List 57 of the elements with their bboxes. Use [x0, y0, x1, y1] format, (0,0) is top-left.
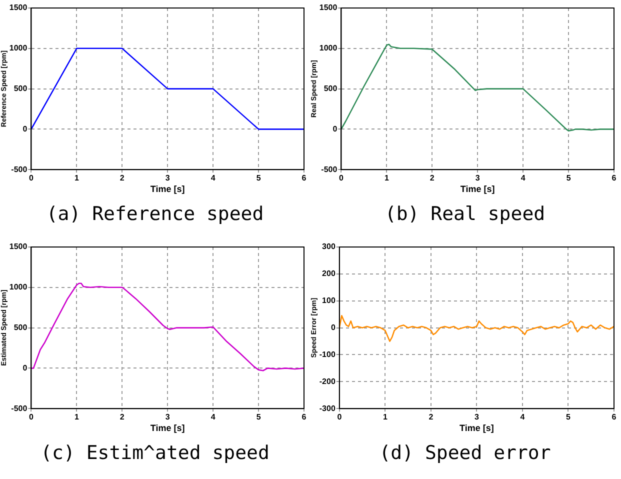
x-tick-label: 0: [28, 174, 34, 183]
x-tick-label: 6: [612, 174, 617, 183]
text: (a) Reference speed: [45, 203, 265, 225]
text: (c) Estim^ated speed: [40, 442, 270, 464]
x-tick-label: 2: [430, 174, 435, 183]
y-tick-label: 0: [332, 124, 338, 134]
y-tick-label: 1000: [9, 282, 28, 292]
x-tick-label: 5: [256, 174, 262, 183]
x-axis-title: Time [s]: [150, 423, 185, 434]
x-tick-label: 1: [74, 174, 80, 183]
y-tick-label: -100: [319, 350, 336, 359]
x-axis-title: Time [s]: [150, 184, 185, 194]
y-tick-label: -300: [319, 404, 336, 413]
x-tick-label: 6: [612, 412, 617, 422]
y-tick-label: 1500: [9, 242, 28, 252]
x-tick-label: 3: [165, 174, 170, 183]
x-tick-label: 3: [475, 174, 480, 183]
y-tick-label: -500: [321, 164, 338, 174]
x-tick-label: 2: [120, 412, 125, 422]
x-tick-label: 6: [302, 174, 307, 183]
x-tick-label: 5: [566, 174, 572, 183]
x-tick-label: 2: [120, 174, 125, 183]
x-axis-title: Time [s]: [460, 184, 495, 194]
x-tick-label: 0: [28, 412, 34, 422]
y-tick-label: 1500: [319, 3, 338, 12]
y-tick-label: 500: [14, 84, 28, 94]
y-tick-label: -200: [319, 376, 336, 386]
x-tick-label: 6: [302, 412, 307, 422]
x-tick-label: 4: [210, 174, 216, 183]
x-tick-label: 3: [474, 412, 480, 422]
y-tick-label: 0: [330, 323, 336, 332]
y-tick-label: 0: [22, 124, 28, 134]
y-tick-label: 1000: [9, 44, 28, 53]
y-tick-label: 500: [324, 84, 338, 94]
x-tick-label: 2: [428, 412, 434, 422]
y-tick-label: 300: [322, 242, 336, 252]
x-tick-label: 4: [520, 412, 526, 422]
x-tick-label: 1: [384, 174, 390, 183]
x-tick-label: 3: [165, 412, 170, 422]
x-tick-label: 1: [382, 412, 388, 422]
y-tick-label: -500: [11, 404, 28, 413]
y-tick-label: 0: [22, 363, 28, 372]
x-tick-label: 1: [74, 412, 80, 422]
y-tick-label: 200: [322, 269, 336, 278]
x-tick-label: 4: [520, 174, 526, 183]
y-tick-label: 100: [322, 296, 336, 306]
text: (d) Speed error: [378, 442, 552, 464]
x-tick-label: 4: [210, 412, 216, 422]
x-tick-label: 0: [338, 174, 344, 183]
x-axis-title: Time [s]: [460, 423, 494, 434]
x-tick-label: 5: [256, 412, 262, 422]
y-tick-label: 1500: [9, 3, 28, 12]
x-tick-label: 5: [566, 412, 572, 422]
y-tick-label: -500: [11, 164, 28, 174]
text: (b) Real speed: [384, 203, 546, 225]
y-tick-label: 500: [14, 323, 28, 332]
y-tick-label: 1000: [319, 44, 338, 53]
